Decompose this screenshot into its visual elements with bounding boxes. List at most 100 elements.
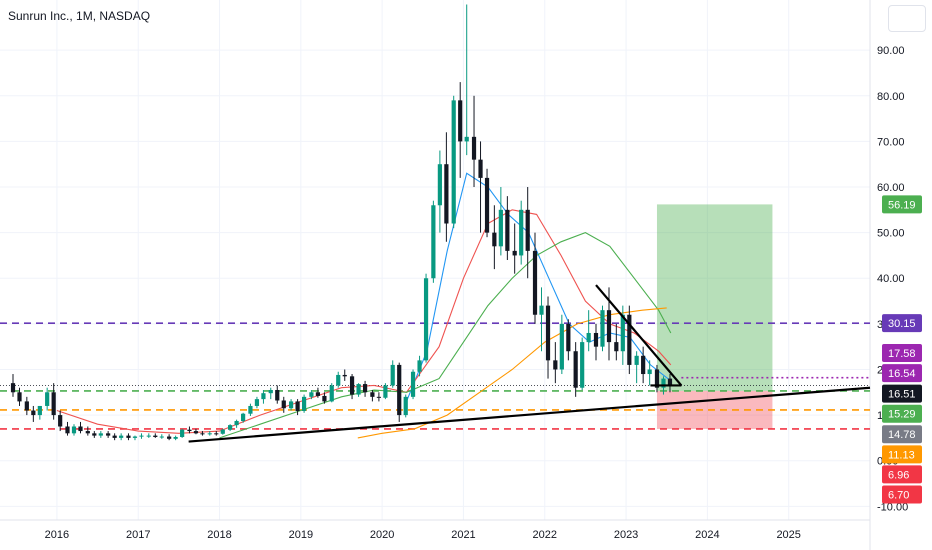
- x-tick-label: 2024: [695, 529, 719, 541]
- candle: [180, 428, 185, 438]
- candle: [614, 323, 619, 361]
- x-tick-label: 2018: [207, 529, 231, 541]
- price-badge-bg: [882, 465, 922, 484]
- candle-body: [478, 159, 483, 178]
- price-badge-bg: [882, 195, 922, 214]
- candle: [248, 403, 253, 416]
- candle-body: [37, 405, 42, 416]
- candle: [451, 95, 456, 229]
- candle-body: [451, 100, 456, 224]
- candle: [71, 424, 77, 436]
- candle: [586, 310, 591, 352]
- candle: [545, 296, 551, 379]
- candle-body: [301, 396, 307, 411]
- candle-body: [362, 384, 368, 393]
- candle-body: [78, 426, 83, 432]
- x-tick-label: 2017: [126, 529, 150, 541]
- candle-body: [464, 136, 469, 142]
- y-tick-label: 40.00: [877, 273, 905, 285]
- x-tick-label: 2016: [45, 529, 69, 541]
- candle-body: [444, 164, 449, 224]
- candle-body: [498, 209, 503, 247]
- chart-settings-button[interactable]: [888, 5, 926, 32]
- candle: [647, 360, 652, 386]
- x-tick-label: 2021: [451, 529, 475, 541]
- candle: [261, 390, 266, 404]
- price-badge-label: 15.29: [888, 409, 916, 421]
- price-badge: 17.58: [882, 344, 922, 363]
- candle: [275, 385, 280, 404]
- candle: [512, 223, 517, 274]
- candle: [559, 314, 564, 375]
- candle-body: [512, 250, 517, 256]
- candle-body: [539, 305, 544, 315]
- candle-body: [403, 396, 408, 416]
- price-badge-label: 16.51: [888, 389, 916, 401]
- candle: [370, 390, 375, 402]
- candle: [566, 319, 571, 361]
- candle-body: [376, 396, 381, 398]
- candle-body: [159, 436, 164, 438]
- y-tick-label: -10.00: [877, 501, 908, 513]
- candle-body: [315, 392, 321, 396]
- candle-body: [261, 393, 266, 400]
- candle-body: [173, 436, 178, 439]
- candle-body: [92, 433, 97, 436]
- candle: [519, 200, 524, 265]
- candle-body: [390, 364, 395, 386]
- candle-body: [329, 385, 334, 402]
- candle: [525, 187, 530, 279]
- y-tick-label: 50.00: [877, 228, 905, 240]
- candle-body: [458, 100, 463, 142]
- trendlines: [188, 284, 871, 443]
- candle-body: [397, 364, 402, 416]
- candle-body: [559, 323, 564, 370]
- price-badge-label: 11.13: [888, 449, 915, 461]
- candle-body: [437, 164, 442, 206]
- candle: [159, 434, 164, 439]
- candle-body: [17, 392, 22, 402]
- candle-body: [112, 435, 117, 438]
- price-badge-bg: [882, 384, 922, 403]
- y-tick-label: 80.00: [877, 91, 905, 103]
- candle-body: [200, 433, 205, 435]
- candle: [200, 431, 205, 436]
- candle-body: [532, 250, 538, 315]
- candle-body: [553, 360, 558, 370]
- candle: [580, 337, 585, 390]
- candle-body: [606, 310, 612, 343]
- y-tick-label: 60.00: [877, 182, 905, 194]
- candle: [126, 433, 131, 441]
- candle-body: [667, 378, 673, 386]
- candle: [17, 387, 22, 406]
- price-badge-bg: [882, 314, 922, 333]
- candle-body: [268, 390, 273, 394]
- candle: [234, 419, 239, 428]
- candle-body: [248, 405, 253, 414]
- candle: [641, 346, 646, 384]
- candle: [10, 374, 16, 397]
- candle-body: [600, 310, 605, 347]
- candle-body: [614, 342, 619, 352]
- x-tick-label: 2019: [289, 529, 313, 541]
- candle-body: [139, 435, 144, 437]
- candle: [627, 305, 632, 375]
- price-badge-label: 14.78: [888, 429, 916, 441]
- price-badge-bg: [882, 364, 922, 383]
- candle: [634, 351, 639, 384]
- candle: [58, 410, 63, 432]
- candle-body: [126, 435, 131, 438]
- candle: [437, 150, 442, 233]
- candle: [532, 232, 538, 324]
- candle-body: [641, 355, 646, 375]
- candle: [349, 374, 355, 400]
- candle-body: [309, 392, 314, 397]
- candle: [288, 399, 294, 411]
- candle: [24, 396, 29, 416]
- candle: [119, 433, 124, 441]
- candle: [553, 342, 558, 384]
- candle-body: [45, 392, 50, 406]
- candle: [92, 431, 97, 438]
- candle: [342, 369, 347, 381]
